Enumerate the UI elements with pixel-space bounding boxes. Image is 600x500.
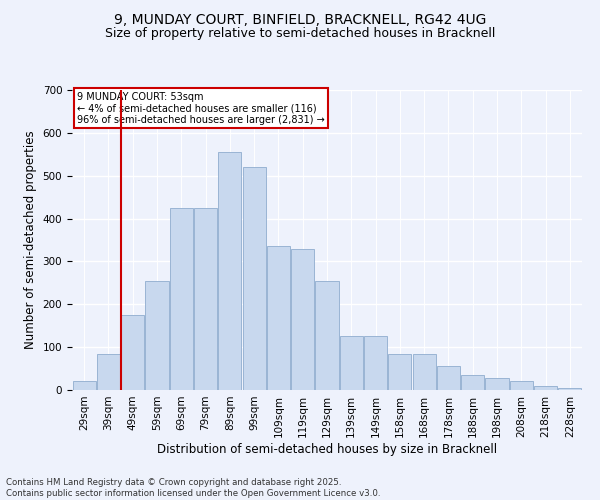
Bar (194, 208, 217, 390)
Bar (316, 280, 338, 390)
Bar (97, 354, 120, 390)
Bar (267, 246, 290, 390)
Bar (485, 378, 509, 390)
Bar (437, 366, 460, 390)
Bar (461, 375, 484, 390)
Bar (242, 167, 266, 390)
Bar (388, 354, 412, 390)
Bar (534, 386, 557, 390)
Bar (510, 380, 533, 390)
Text: 9, MUNDAY COURT, BINFIELD, BRACKNELL, RG42 4UG: 9, MUNDAY COURT, BINFIELD, BRACKNELL, RG… (114, 12, 486, 26)
Bar (121, 315, 144, 390)
Y-axis label: Number of semi-detached properties: Number of semi-detached properties (24, 130, 37, 350)
Bar (73, 380, 95, 390)
Text: Size of property relative to semi-detached houses in Bracknell: Size of property relative to semi-detach… (105, 28, 495, 40)
Bar (291, 248, 314, 390)
Bar (364, 336, 387, 390)
X-axis label: Distribution of semi-detached houses by size in Bracknell: Distribution of semi-detached houses by … (157, 442, 497, 456)
Bar (170, 208, 193, 390)
Text: Contains HM Land Registry data © Crown copyright and database right 2025.
Contai: Contains HM Land Registry data © Crown c… (6, 478, 380, 498)
Bar (145, 280, 169, 390)
Bar (413, 354, 436, 390)
Text: 9 MUNDAY COURT: 53sqm
← 4% of semi-detached houses are smaller (116)
96% of semi: 9 MUNDAY COURT: 53sqm ← 4% of semi-detac… (77, 92, 325, 124)
Bar (559, 388, 581, 390)
Bar (340, 336, 363, 390)
Bar (218, 152, 241, 390)
